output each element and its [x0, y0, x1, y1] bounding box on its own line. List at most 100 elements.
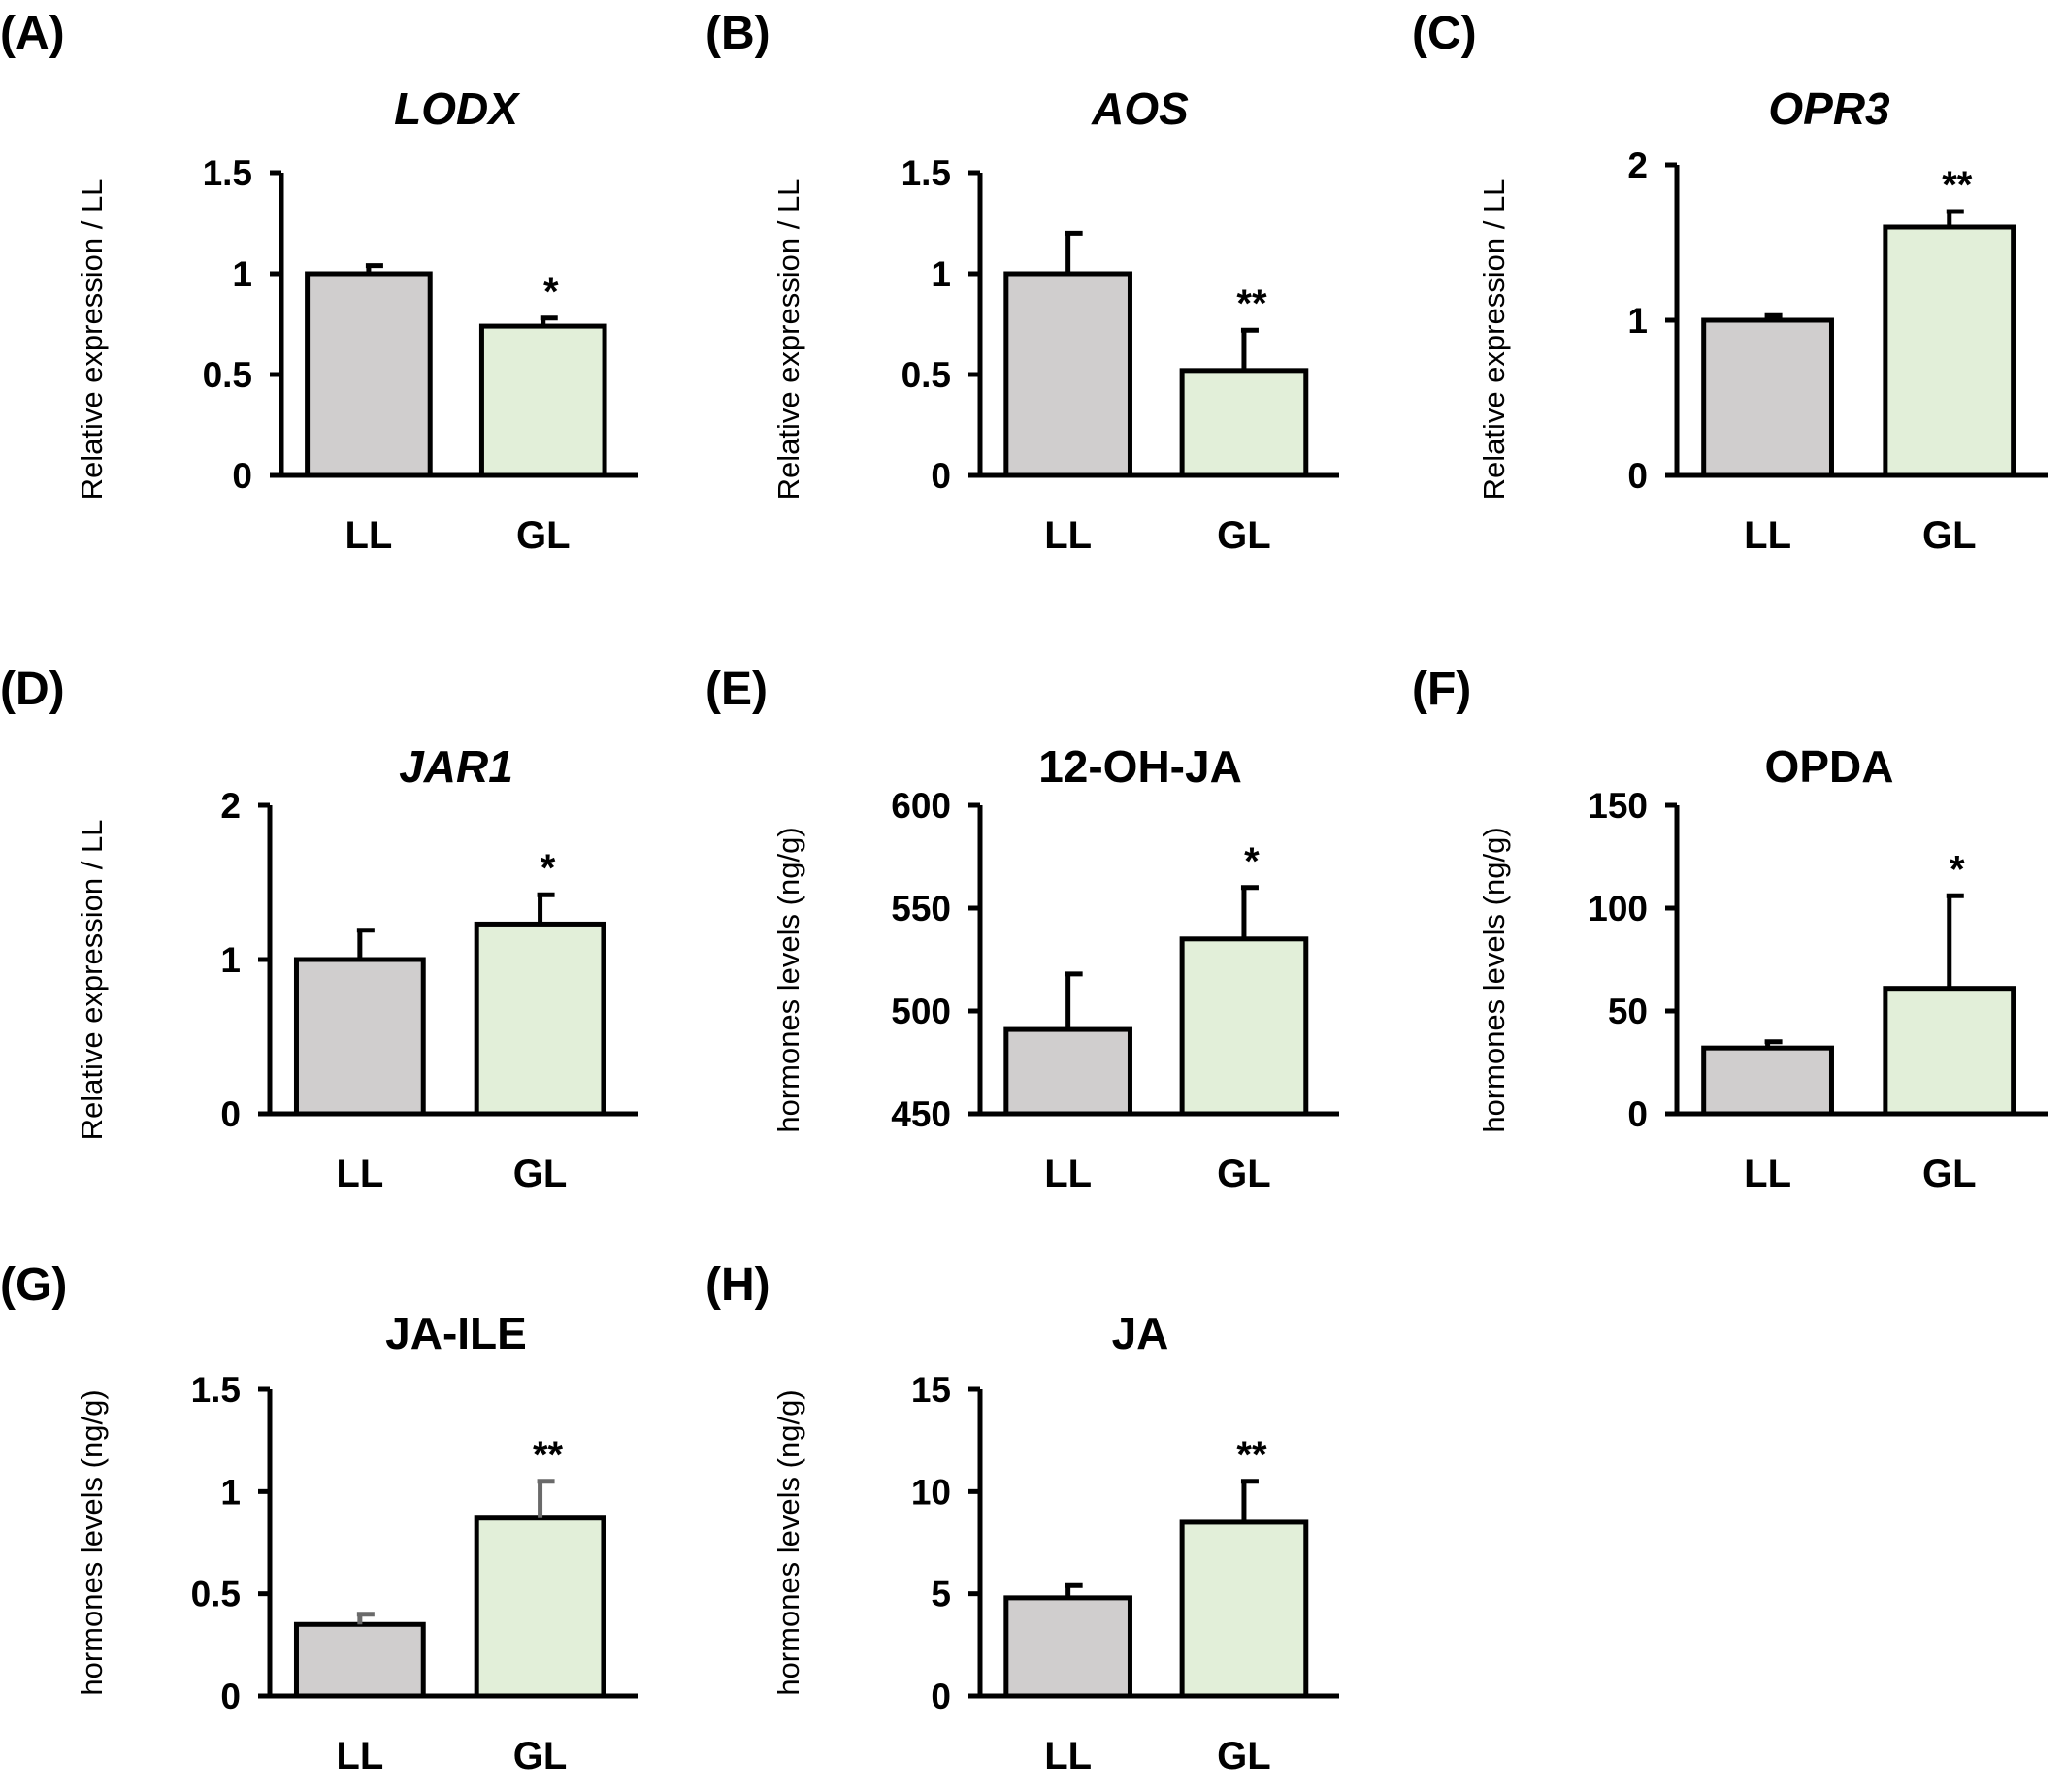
y-tick-label: 0 [1627, 1094, 1648, 1134]
panel-letter: (B) [705, 8, 770, 59]
significance-mark: * [541, 847, 556, 890]
y-tick-label: 1.5 [203, 153, 252, 193]
y-tick-label: 1.5 [191, 1370, 241, 1410]
y-axis-label: Relative expression / LL [771, 179, 805, 501]
x-category-label: LL [336, 1153, 383, 1195]
panel-letter: (G) [0, 1259, 67, 1311]
significance-mark: * [543, 271, 559, 313]
bar [305, 271, 433, 478]
y-tick-label: 0 [1627, 456, 1648, 496]
y-tick-label: 2 [220, 786, 241, 826]
y-axis-label: hormones levels (ng/g) [1477, 827, 1511, 1132]
panel-letter: (A) [0, 8, 65, 59]
y-tick-label: 1 [232, 254, 252, 294]
y-tick-label: 0.5 [901, 355, 951, 395]
x-category-label: GL [1217, 1735, 1271, 1777]
chart-panel: (F) OPDA hormones levels (ng/g) 0 50 100 150 LL… [1412, 664, 2048, 1195]
y-tick-label: 0 [931, 456, 951, 496]
panel-letter: (E) [705, 664, 768, 715]
y-tick-label: 1 [1627, 301, 1648, 341]
bar [1701, 1045, 1834, 1117]
bar [474, 1515, 606, 1699]
y-tick-label: 1.5 [901, 153, 951, 193]
chart-title: OPDA [1765, 741, 1894, 792]
y-tick-label: 0 [220, 1677, 241, 1716]
chart-title: OPR3 [1768, 83, 1890, 134]
x-category-label: LL [1044, 514, 1092, 557]
significance-mark: * [1244, 840, 1260, 883]
x-category-label: GL [1217, 1153, 1271, 1195]
y-tick-label: 500 [891, 992, 951, 1031]
panel-letter: (F) [1412, 664, 1471, 715]
y-tick-label: 0 [931, 1677, 951, 1716]
x-category-label: GL [1217, 514, 1271, 557]
y-axis-label: Relative expression / LL [75, 820, 109, 1141]
y-tick-label: 100 [1588, 889, 1648, 929]
bar [293, 957, 426, 1117]
bar [478, 323, 607, 478]
chart-title: JA [1112, 1308, 1169, 1358]
y-tick-label: 0 [220, 1094, 241, 1134]
chart-panel: (D) JAR1 Relative expression / LL 0 1 2 LL * GL [0, 664, 638, 1195]
chart-panel: (G) JA-ILE hormones levels (ng/g) 0 0.5 1 1.5 L… [0, 1259, 638, 1777]
x-category-label: LL [1044, 1153, 1092, 1195]
y-tick-label: 0 [232, 456, 252, 496]
y-tick-label: 1 [220, 1472, 241, 1512]
y-tick-label: 600 [891, 786, 951, 826]
y-tick-label: 0.5 [203, 355, 252, 395]
chart-title: AOS [1091, 83, 1189, 134]
bar [474, 921, 606, 1117]
significance-mark: * [1950, 848, 1965, 891]
chart-panel: (C) OPR3 Relative expression / LL 0 1 2 LL ** GL [1412, 8, 2048, 557]
panel-letter: (C) [1412, 8, 1477, 59]
x-category-label: LL [1744, 1153, 1791, 1195]
bar [1883, 224, 2016, 478]
x-category-label: GL [513, 1153, 568, 1195]
bar [1179, 1519, 1309, 1699]
y-tick-label: 1 [220, 940, 241, 980]
panel-letter: (H) [705, 1259, 770, 1311]
y-tick-label: 2 [1627, 146, 1648, 185]
y-tick-label: 5 [931, 1575, 951, 1614]
significance-mark: ** [1236, 282, 1267, 325]
x-category-label: LL [336, 1735, 383, 1777]
y-tick-label: 0.5 [191, 1575, 241, 1614]
chart-panel: (A) LODX Relative expression / LL 0 0.5 1 1.5 L… [0, 8, 638, 557]
y-tick-label: 150 [1588, 786, 1648, 826]
chart-title: JAR1 [399, 741, 513, 792]
chart-title: LODX [394, 83, 520, 134]
x-category-label: LL [344, 514, 392, 557]
x-category-label: GL [1922, 514, 1977, 557]
x-category-label: LL [1044, 1735, 1092, 1777]
x-category-label: LL [1744, 514, 1791, 557]
x-category-label: GL [1922, 1153, 1977, 1195]
significance-mark: ** [533, 1434, 564, 1477]
x-category-label: GL [513, 1735, 568, 1777]
y-axis-label: hormones levels (ng/g) [75, 1389, 109, 1695]
bar [1179, 936, 1309, 1117]
y-tick-label: 1 [931, 254, 951, 294]
chart-title: JA-ILE [385, 1308, 527, 1358]
chart-title: 12-OH-JA [1038, 741, 1242, 792]
y-axis-label: hormones levels (ng/g) [771, 1389, 805, 1695]
y-tick-label: 50 [1608, 992, 1648, 1031]
bar [1179, 368, 1309, 478]
chart-panel: (H) JA hormones levels (ng/g) 0 5 10 15 LL ** GL [705, 1259, 1339, 1777]
bar [1003, 271, 1132, 478]
bar [293, 1621, 426, 1699]
bar [1003, 1026, 1132, 1117]
y-axis-label: hormones levels (ng/g) [771, 827, 805, 1132]
y-tick-label: 450 [891, 1094, 951, 1134]
chart-panel: (B) AOS Relative expression / LL 0 0.5 1 1.5 LL… [705, 8, 1339, 557]
y-tick-label: 15 [911, 1370, 951, 1410]
y-tick-label: 550 [891, 889, 951, 929]
bar [1701, 317, 1834, 478]
chart-panel: (E) 12-OH-JA hormones levels (ng/g) 450 500 5… [705, 664, 1339, 1195]
x-category-label: GL [516, 514, 571, 557]
significance-mark: ** [1236, 1434, 1267, 1477]
y-axis-label: Relative expression / LL [1477, 179, 1511, 501]
bar [1003, 1595, 1132, 1699]
panel-letter: (D) [0, 664, 65, 715]
significance-mark: ** [1942, 164, 1973, 207]
